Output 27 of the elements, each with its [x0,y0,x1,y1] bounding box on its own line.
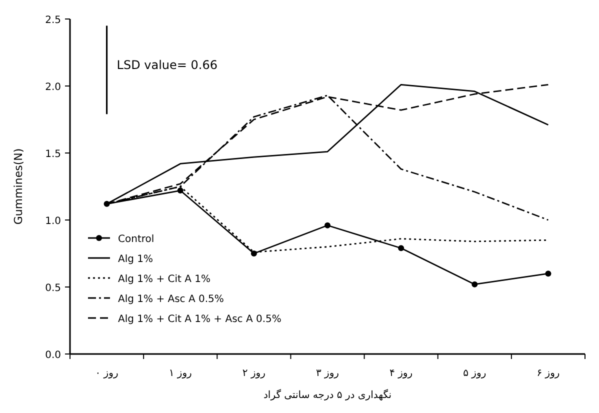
x-tick-label: روز ۱ [168,368,192,379]
legend-label: Alg 1% + Cit A 1% [118,274,210,285]
x-tick-label: روز ۳ [316,368,340,379]
y-tick-label: 1.0 [45,216,61,227]
legend-label: Alg 1% + Asc A 0.5% [118,294,224,305]
point [398,245,404,252]
point [250,250,257,256]
legend-label: Control [118,234,154,245]
point [324,222,330,228]
point [545,270,552,277]
y-axis-title: Gummines(N) [12,148,25,225]
y-tick-label: 0.0 [45,350,61,361]
annotation: LSD value= 0.66 [116,58,218,72]
x-tick-label: روز ۲ [242,368,266,379]
x-tick-label: روز ۶ [536,368,560,379]
point [472,281,478,288]
x-tick-label: روز ۴ [390,368,413,379]
x-axis-title: نگهداری در ۵ درجه سانتی گراد [263,389,392,401]
point [177,188,184,194]
x-tick-label: روز ۵ [463,368,486,379]
legend-label: Alg 1% + Cit A 1% + Asc A 0.5% [118,314,282,325]
y-tick-label: 1.5 [45,149,61,160]
y-tick-label: 2.5 [45,15,61,26]
legend-label: Alg 1% [118,254,154,265]
y-tick-label: 0.5 [45,283,61,294]
y-tick-label: 2.0 [45,82,61,93]
x-tick-label: روز ۰ [95,368,118,379]
